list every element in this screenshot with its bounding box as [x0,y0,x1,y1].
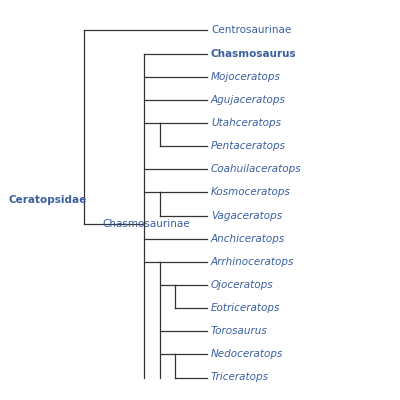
Text: Ceratopsidae: Ceratopsidae [8,195,87,205]
Text: Chasmosaurinae: Chasmosaurinae [102,219,190,229]
Text: Eotriceratops: Eotriceratops [211,303,280,313]
Text: Triceratops: Triceratops [211,372,269,382]
Text: Kosmoceratops: Kosmoceratops [211,187,291,197]
Text: Arrhinoceratops: Arrhinoceratops [211,257,294,267]
Text: Utahceratops: Utahceratops [211,118,281,128]
Text: Torosaurus: Torosaurus [211,326,268,336]
Text: Centrosaurinae: Centrosaurinae [211,25,291,35]
Text: Coahuilaceratops: Coahuilaceratops [211,164,302,174]
Text: Ojoceratops: Ojoceratops [211,280,274,290]
Text: Agujaceratops: Agujaceratops [211,95,286,105]
Text: Pentaceratops: Pentaceratops [211,141,286,151]
Text: Vagaceratops: Vagaceratops [211,210,282,220]
Text: Mojoceratops: Mojoceratops [211,72,281,82]
Text: Nedoceratops: Nedoceratops [211,349,283,359]
Text: Anchiceratops: Anchiceratops [211,234,285,244]
Text: Chasmosaurus: Chasmosaurus [211,48,296,58]
